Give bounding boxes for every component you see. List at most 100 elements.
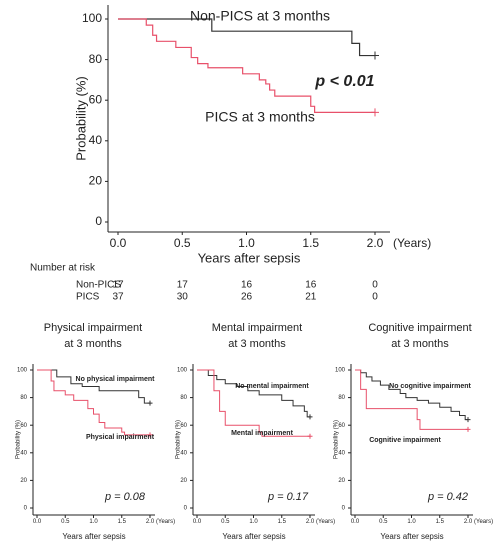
x-axis-label: Years after sepsis — [198, 250, 301, 265]
x-axis-label: Years after sepsis — [62, 532, 125, 541]
risk-table-title: Number at risk — [30, 263, 96, 274]
y-axis-label: Probability (%) — [16, 420, 22, 459]
censor-mark — [465, 426, 471, 432]
y-tick-label: 0 — [95, 214, 102, 228]
p-value: p = 0.42 — [427, 491, 468, 503]
x-tick-label: 1.5 — [118, 519, 127, 525]
y-tick-label: 20 — [180, 478, 187, 484]
risk-row-name: Non-PICS — [76, 280, 121, 291]
risk-count: 17 — [177, 280, 189, 291]
curve-label: Physical impairment — [86, 434, 155, 441]
y-tick-label: 0 — [184, 506, 188, 512]
censor-mark — [307, 414, 313, 420]
y-tick-label: 60 — [89, 92, 103, 106]
risk-count: 16 — [305, 280, 317, 291]
p-value: p = 0.08 — [104, 491, 146, 503]
y-tick-label: 0 — [342, 506, 346, 512]
survival-curve — [197, 369, 310, 437]
x-tick-label: 0.5 — [221, 519, 230, 525]
curve-label: PICS at 3 months — [205, 109, 315, 125]
y-tick-label: 80 — [89, 52, 103, 66]
x-tick-label: 0.5 — [174, 236, 191, 250]
x-tick-label: 1.0 — [238, 236, 255, 250]
survival-curve — [355, 369, 468, 421]
chart-title: at 3 months — [64, 338, 122, 350]
survival-curve — [118, 18, 375, 57]
y-tick-label: 40 — [89, 133, 103, 147]
y-tick-label: 60 — [338, 423, 345, 429]
risk-count: 37 — [112, 292, 124, 303]
p-value: p = 0.17 — [267, 491, 309, 503]
x-tick-label: 2.0 — [367, 236, 384, 250]
censor-mark — [147, 400, 153, 406]
censor-mark — [147, 432, 153, 438]
y-axis-label: Probability (%) — [334, 420, 340, 459]
risk-count: 17 — [112, 280, 124, 291]
x-tick-label: 0.5 — [379, 519, 388, 525]
censor-mark — [465, 417, 471, 423]
x-tick-label: 1.0 — [249, 519, 258, 525]
curve-label: No mental impairment — [235, 383, 309, 390]
x-tick-label: 0.0 — [110, 236, 127, 250]
y-tick-label: 40 — [20, 450, 27, 456]
chart-title: Physical impairment — [44, 322, 142, 334]
censor-mark — [307, 433, 313, 439]
risk-row-name: PICS — [76, 292, 100, 303]
x-tick-label: 1.5 — [436, 519, 445, 525]
chart-title: Cognitive impairment — [368, 322, 471, 334]
y-tick-label: 100 — [17, 368, 28, 374]
curve-label: Non-PICS at 3 months — [190, 8, 330, 24]
curve-label: Cognitive impairment — [369, 437, 441, 444]
survival-curve — [355, 369, 468, 430]
risk-count: 26 — [241, 292, 253, 303]
x-tick-label: 0.0 — [33, 519, 42, 525]
risk-count: 0 — [372, 280, 378, 291]
y-tick-label: 60 — [20, 423, 27, 429]
y-tick-label: 0 — [24, 506, 28, 512]
y-tick-label: 80 — [20, 395, 27, 401]
chart-title: at 3 months — [228, 338, 286, 350]
y-tick-label: 80 — [338, 395, 345, 401]
curve-label: Mental impairment — [231, 430, 294, 437]
censor-mark — [371, 108, 379, 117]
survival-curve — [37, 369, 150, 436]
x-tick-label: 2.0 — [464, 519, 473, 525]
y-tick-label: 100 — [177, 368, 188, 374]
y-tick-label: 20 — [89, 174, 103, 188]
risk-count: 0 — [372, 292, 378, 303]
risk-count: 21 — [305, 292, 317, 303]
censor-mark — [371, 51, 379, 60]
y-tick-label: 20 — [338, 478, 345, 484]
x-tick-label: 2.0 — [146, 519, 155, 525]
chart-title: at 3 months — [391, 338, 449, 350]
x-tick-label: 1.5 — [302, 236, 319, 250]
survival-curve — [197, 369, 310, 418]
x-unit: (Years) — [393, 236, 431, 250]
x-tick-label: 1.0 — [89, 519, 98, 525]
x-unit: (Years) — [316, 519, 335, 525]
y-tick-label: 100 — [82, 11, 102, 25]
y-tick-label: 20 — [20, 478, 27, 484]
y-tick-label: 40 — [338, 450, 345, 456]
y-tick-label: 40 — [180, 450, 187, 456]
x-tick-label: 0.0 — [193, 519, 202, 525]
x-unit: (Years) — [474, 519, 493, 525]
survival-curve — [37, 369, 150, 404]
y-axis-label: Probability (%) — [73, 76, 88, 161]
x-axis-label: Years after sepsis — [222, 532, 285, 541]
x-tick-label: 1.5 — [278, 519, 287, 525]
curve-label: No cognitive impairment — [389, 383, 471, 390]
p-value: p < 0.01 — [314, 73, 374, 90]
y-axis-label: Probability (%) — [176, 420, 182, 459]
chart-title: Mental impairment — [212, 322, 302, 334]
y-tick-label: 60 — [180, 423, 187, 429]
risk-count: 30 — [177, 292, 189, 303]
x-tick-label: 1.0 — [407, 519, 416, 525]
x-tick-label: 2.0 — [306, 519, 315, 525]
x-tick-label: 0.0 — [351, 519, 360, 525]
curve-label: No physical impairment — [76, 376, 156, 383]
x-axis-label: Years after sepsis — [380, 532, 443, 541]
y-tick-label: 80 — [180, 395, 187, 401]
risk-count: 16 — [241, 280, 253, 291]
